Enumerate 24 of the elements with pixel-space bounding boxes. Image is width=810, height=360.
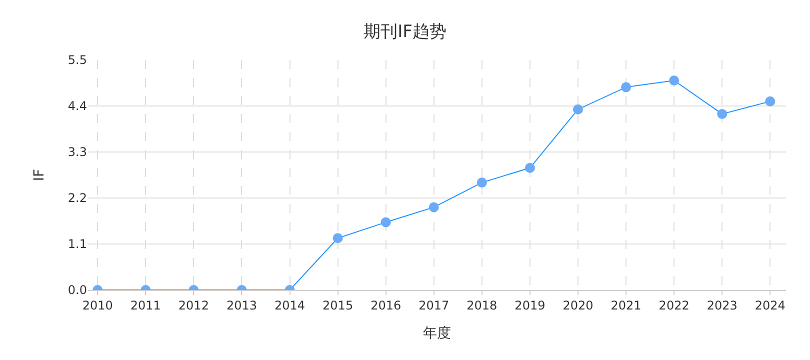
x-tick-label: 2021 xyxy=(610,298,642,312)
x-tick-label: 2010 xyxy=(82,298,113,312)
x-tick-label: 2020 xyxy=(562,298,594,312)
x-tick-label: 2022 xyxy=(658,298,690,312)
x-tick-label: 2013 xyxy=(226,298,257,312)
x-tick-label: 2019 xyxy=(514,298,546,312)
y-axis-title: IF xyxy=(32,168,48,182)
x-tick-label: 2018 xyxy=(466,298,498,312)
y-tick-label: 3.3 xyxy=(68,145,87,160)
y-tick-label: 5.5 xyxy=(68,53,87,68)
y-tick-label: 2.2 xyxy=(68,191,87,206)
x-tick-label: 2016 xyxy=(370,298,402,312)
x-tick-label: 2015 xyxy=(322,298,354,312)
chart-title: 期刊IF趋势 xyxy=(364,22,446,42)
y-tick-label: 1.1 xyxy=(68,237,87,252)
x-tick-label: 2023 xyxy=(706,298,738,312)
y-tick-label: 0.0 xyxy=(68,283,87,298)
x-tick-label: 2024 xyxy=(754,298,786,312)
x-tick-label: 2012 xyxy=(178,298,209,312)
y-tick-label: 4.4 xyxy=(68,99,87,114)
x-axis-title: 年度 xyxy=(423,326,451,342)
x-tick-label: 2011 xyxy=(130,298,161,312)
x-tick-label: 2014 xyxy=(274,298,306,312)
x-tick-label: 2017 xyxy=(418,298,450,312)
